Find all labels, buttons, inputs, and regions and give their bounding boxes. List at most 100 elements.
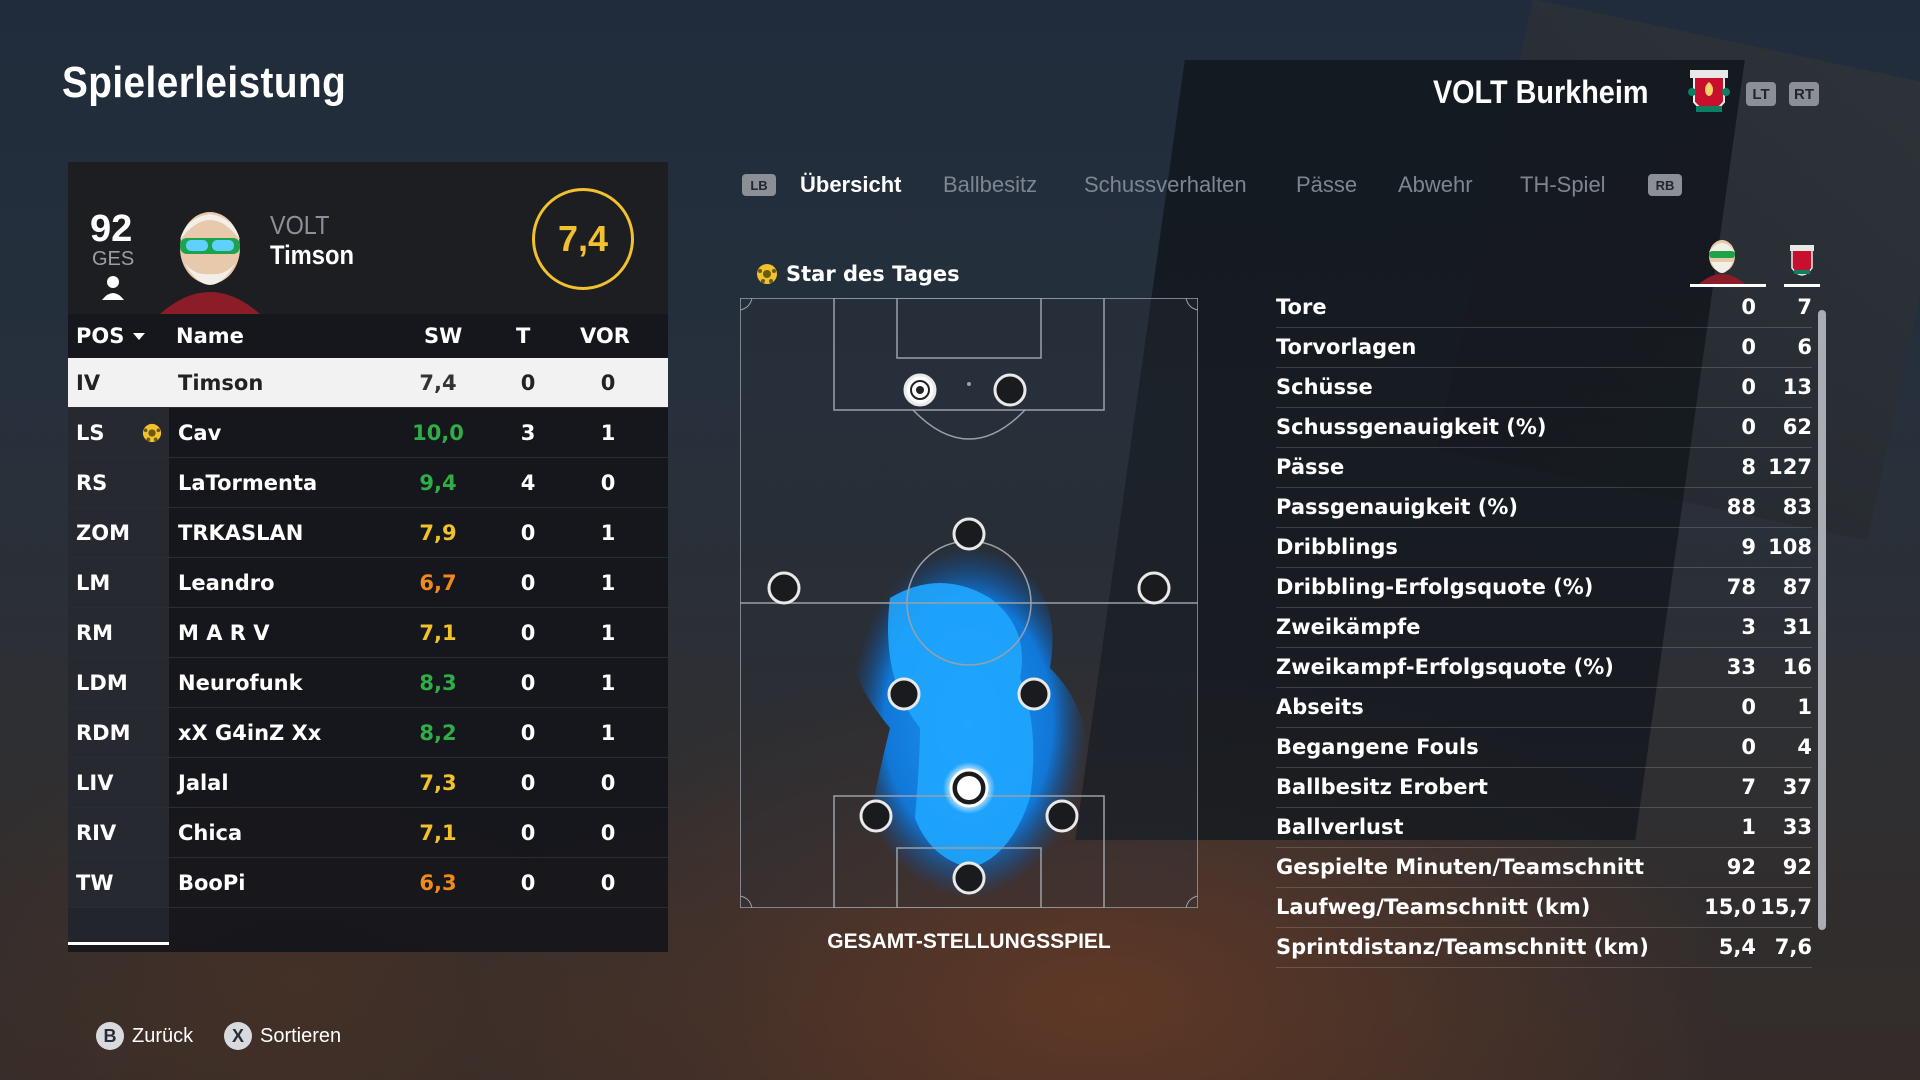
match-rating: 7,4 bbox=[532, 188, 634, 290]
player-name: Timson bbox=[270, 240, 355, 270]
lt-button[interactable]: LT bbox=[1746, 82, 1776, 106]
stat-label: Laufweg/Teamschnitt (km) bbox=[1276, 895, 1591, 919]
row-assists: 0 bbox=[600, 470, 616, 495]
pos-header[interactable]: POS bbox=[76, 314, 148, 358]
row-assists: 1 bbox=[600, 620, 616, 645]
row-position: RIV bbox=[76, 820, 117, 845]
row-assists: 0 bbox=[600, 820, 616, 845]
row-rating: 10,0 bbox=[412, 420, 464, 445]
stat-player-value: 8 bbox=[1741, 455, 1756, 479]
table-row[interactable]: RDM xX G4inZ Xx 8,2 0 1 bbox=[68, 708, 668, 758]
table-row[interactable]: TW BooPi 6,3 0 0 bbox=[68, 858, 668, 908]
row-goals: 0 bbox=[520, 720, 536, 745]
row-position: IV bbox=[76, 370, 101, 395]
stat-team-value: 62 bbox=[1782, 415, 1812, 439]
row-rating: 6,7 bbox=[419, 570, 457, 595]
stat-player-value: 0 bbox=[1741, 375, 1756, 399]
player-column-underline bbox=[1690, 284, 1766, 287]
t-header[interactable]: T bbox=[516, 324, 531, 348]
sw-header[interactable]: SW bbox=[424, 324, 463, 348]
stat-player-value: 7 bbox=[1741, 775, 1756, 799]
row-player-name: TRKASLAN bbox=[178, 520, 304, 545]
row-goals: 0 bbox=[520, 520, 536, 545]
stat-row: Begangene Fouls 0 4 bbox=[1276, 728, 1812, 768]
vor-header[interactable]: VOR bbox=[580, 324, 630, 348]
table-row[interactable]: ZOM TRKASLAN 7,9 0 1 bbox=[68, 508, 668, 558]
team-name: VOLT Burkheim bbox=[1432, 74, 1648, 110]
row-goals: 0 bbox=[520, 670, 536, 695]
pos-cell-bg bbox=[68, 858, 169, 907]
tab-ballbesitz[interactable]: Ballbesitz bbox=[943, 172, 1038, 197]
row-player-name: xX G4inZ Xx bbox=[178, 720, 322, 745]
pitch-label: GESAMT-STELLUNGSSPIEL bbox=[827, 930, 1111, 953]
row-position: RDM bbox=[76, 720, 131, 745]
stat-label: Schussgenauigkeit (%) bbox=[1276, 415, 1547, 439]
table-row[interactable]: RS LaTormenta 9,4 4 0 bbox=[68, 458, 668, 508]
stat-player-value: 5,4 bbox=[1718, 935, 1756, 959]
stat-row: Zweikampf-Erfolgsquote (%) 33 16 bbox=[1276, 648, 1812, 688]
pos-cell-bg bbox=[68, 808, 169, 857]
table-row[interactable]: RM M A R V 7,1 0 1 bbox=[68, 608, 668, 658]
row-assists: 1 bbox=[600, 420, 616, 445]
stat-label: Ballbesitz Erobert bbox=[1276, 775, 1488, 799]
stat-player-value: 0 bbox=[1741, 695, 1756, 719]
stat-team-value: 33 bbox=[1782, 815, 1812, 839]
table-row[interactable]: LS Cav 10,0 3 1 bbox=[68, 408, 668, 458]
row-rating: 9,4 bbox=[419, 470, 457, 495]
stat-team-value: 108 bbox=[1768, 535, 1812, 559]
stat-team-value: 7 bbox=[1797, 295, 1812, 319]
row-position: TW bbox=[76, 870, 114, 895]
player-rows: IV Timson 7,4 0 0 LS Cav 10,0 3 1 RS LaTormenta 9,4 4… bbox=[68, 358, 668, 908]
stat-label: Dribblings bbox=[1276, 535, 1398, 559]
row-rating: 7,4 bbox=[419, 370, 457, 395]
pos-cell-bg bbox=[68, 358, 169, 407]
stat-label: Begangene Fouls bbox=[1276, 735, 1479, 759]
row-player-name: LaTormenta bbox=[178, 470, 318, 495]
name-header[interactable]: Name bbox=[176, 324, 244, 348]
stat-player-value: 3 bbox=[1741, 615, 1756, 639]
person-icon bbox=[102, 276, 124, 300]
stat-team-value: 7,6 bbox=[1774, 935, 1812, 959]
tab-uebersicht[interactable]: Übersicht bbox=[800, 172, 902, 197]
tab-paesse[interactable]: Pässe bbox=[1296, 172, 1358, 197]
pos-cell-bg bbox=[68, 508, 169, 557]
stat-row: Torvorlagen 0 6 bbox=[1276, 328, 1812, 368]
table-row[interactable]: IV Timson 7,4 0 0 bbox=[68, 358, 668, 408]
tab-th-spiel[interactable]: TH-Spiel bbox=[1520, 172, 1606, 197]
player-team: VOLT bbox=[270, 210, 330, 240]
stat-team-value: 83 bbox=[1782, 495, 1812, 519]
row-player-name: BooPi bbox=[178, 870, 246, 895]
row-rating: 8,2 bbox=[419, 720, 457, 745]
stat-player-value: 0 bbox=[1741, 295, 1756, 319]
row-goals: 0 bbox=[520, 620, 536, 645]
table-row[interactable]: LM Leandro 6,7 0 1 bbox=[68, 558, 668, 608]
table-row[interactable]: LIV Jalal 7,3 0 0 bbox=[68, 758, 668, 808]
row-player-name: Neurofunk bbox=[178, 670, 303, 695]
rt-button[interactable]: RT bbox=[1789, 82, 1819, 106]
row-rating: 7,9 bbox=[419, 520, 457, 545]
stat-row: Pässe 8 127 bbox=[1276, 448, 1812, 488]
table-row[interactable]: RIV Chica 7,1 0 0 bbox=[68, 808, 668, 858]
pos-cell-bg bbox=[68, 708, 169, 757]
lb-button[interactable]: LB bbox=[742, 174, 776, 196]
stat-label: Passgenauigkeit (%) bbox=[1276, 495, 1519, 519]
b-button-icon: B bbox=[96, 1022, 124, 1050]
row-player-name: Chica bbox=[178, 820, 243, 845]
stat-row: Ballverlust 1 33 bbox=[1276, 808, 1812, 848]
row-rating: 7,3 bbox=[419, 770, 457, 795]
tab-abwehr[interactable]: Abwehr bbox=[1398, 172, 1473, 197]
rb-button[interactable]: RB bbox=[1648, 174, 1682, 196]
row-position: LM bbox=[76, 570, 111, 595]
stats-scrollbar[interactable] bbox=[1818, 310, 1826, 930]
stat-player-value: 92 bbox=[1726, 855, 1756, 879]
row-goals: 0 bbox=[520, 770, 536, 795]
row-player-name: M A R V bbox=[178, 620, 270, 645]
table-row[interactable]: LDM Neurofunk 8,3 0 1 bbox=[68, 658, 668, 708]
row-goals: 0 bbox=[520, 570, 536, 595]
back-action[interactable]: B Zurück bbox=[96, 1022, 193, 1050]
star-ball-icon bbox=[757, 264, 777, 284]
tab-schussverhalten[interactable]: Schussverhalten bbox=[1084, 172, 1247, 197]
stat-team-value: 87 bbox=[1782, 575, 1812, 599]
stat-row: Passgenauigkeit (%) 88 83 bbox=[1276, 488, 1812, 528]
sort-action[interactable]: X Sortieren bbox=[224, 1022, 341, 1050]
